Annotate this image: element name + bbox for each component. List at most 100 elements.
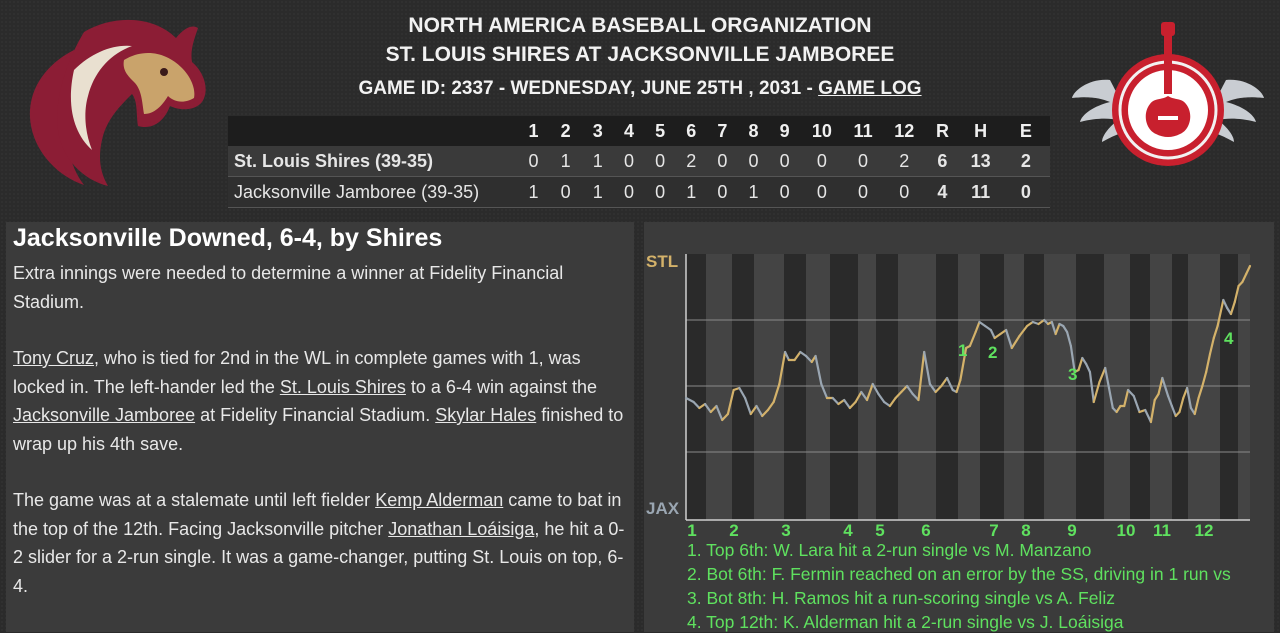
win-probability-segment [1025,320,1034,328]
play-note: 3. Bot 8th: H. Ramos hit a run-scoring s… [687,588,1115,608]
inning-score: 0 [528,150,539,171]
inning-header: 3 [592,120,603,141]
win-probability-segment [1201,370,1208,388]
win-probability-segment [721,412,730,422]
inning-header: 11 [853,120,873,141]
half-inning-band [1076,254,1104,520]
win-probability-segment [1222,298,1229,310]
half-inning-band [706,254,732,520]
play-note: 4. Top 12th: K. Alderman hit a 2-run sin… [687,612,1124,632]
win-probability-segment [978,320,987,328]
win-probability-segment [1233,284,1240,304]
win-probability-segment [1065,330,1072,348]
team-link[interactable]: Jacksonville Jamboree [13,405,196,425]
win-probability-segment [703,402,712,414]
win-probability-segment [1081,356,1088,366]
story-text: at Fidelity Financial Stadium. [195,405,436,425]
inning-axis-label: 12 [1195,521,1214,540]
win-probability-segment [1054,322,1061,336]
win-probability-segment [1005,328,1013,350]
team-name[interactable]: St. Louis Shires (39-35) [234,150,434,171]
win-probability-segment [900,384,909,394]
win-probability-segment [1170,404,1177,418]
half-inning-band [1238,254,1250,520]
game-log-link[interactable]: GAME LOG [818,78,922,99]
win-probability-segment [843,398,851,410]
inning-score: 0 [816,150,827,171]
inning-score: 1 [748,181,759,202]
errors-header: E [1019,120,1032,141]
half-inning-band [830,254,858,520]
inning-axis-label: 8 [1021,521,1030,540]
story-headline: Jacksonville Downed, 6-4, by Shires [13,224,443,252]
win-probability-segment [804,354,813,364]
play-note: 2. Bot 6th: F. Fermin reached on an erro… [687,564,1231,584]
player-link[interactable]: Skylar Hales [435,405,537,425]
win-probability-segment [945,376,954,392]
inning-score: 1 [528,181,539,202]
inning-score: 2 [899,150,910,171]
win-probability-segment [709,404,718,414]
win-probability-segment [1088,370,1095,404]
win-probability-segment [684,396,695,404]
win-probability-segment [1104,366,1111,390]
half-inning-band [876,254,898,520]
team-name[interactable]: Jacksonville Jamboree (39-35) [234,181,480,202]
inning-score: 2 [686,150,697,171]
half-inning-band [732,254,754,520]
inning-score: 1 [592,181,603,202]
win-probability-segment [940,376,949,388]
inning-axis-label: 5 [875,521,884,540]
win-probability-segment [772,382,781,404]
win-probability-segment [1010,334,1021,350]
win-probability-segment [1050,320,1057,336]
inning-score: 1 [592,150,603,171]
inning-score: 0 [858,181,869,202]
win-probability-segment [755,404,764,418]
story-paragraph: Tony Cruz, who is tied for 2nd in the WL… [13,344,634,458]
inning-header: 12 [894,120,915,141]
win-probability-segment [928,382,937,394]
inning-header: 7 [717,120,728,141]
horse-head-logo [14,10,206,190]
player-link[interactable]: Jonathan Loáisiga [388,518,535,539]
inning-axis-label: 10 [1117,521,1136,540]
player-link[interactable]: Tony Cruz [13,348,95,368]
hits-total: 11 [971,181,991,202]
player-link[interactable]: Kemp Alderman [375,490,504,510]
win-probability-segment [1212,324,1219,340]
win-probability-segment [1085,362,1092,374]
win-probability-segment [799,350,808,358]
win-probability-segment [766,400,775,412]
story-text: to a 6-4 win against the [405,376,598,397]
win-probability-segment [793,350,802,362]
linescore-header-row: 1 2 3 4 5 6 7 8 9 10 11 12 R H E [228,116,1050,146]
win-probability-segment [1153,392,1160,402]
win-probability-segment [1018,324,1029,338]
win-probability-segment [1161,376,1170,398]
win-probability-segment [955,378,962,394]
inning-score: 0 [816,181,827,202]
play-marker: 3 [1068,365,1077,384]
win-probability-segment [1216,298,1225,328]
inning-header: 2 [560,120,571,141]
win-probability-segment [778,350,787,386]
team-link[interactable]: St. Louis Shires [279,376,406,397]
half-inning-band [1130,254,1150,520]
half-inning-band [1004,254,1024,520]
inning-header: 1 [528,120,539,141]
inning-axis-label: 2 [729,521,738,540]
linescore-row-away: St. Louis Shires (39-35) 0 1 1 0 0 2 0 0… [228,146,1050,177]
win-probability-segment [1205,352,1212,374]
stl-axis-label: STL [646,252,678,271]
inning-axis-label: 6 [921,521,930,540]
hits-header: H [974,120,988,141]
half-inning-band [806,254,830,520]
inning-header: 4 [623,120,634,141]
win-probability-segment [934,384,943,394]
inning-score: 0 [779,181,790,202]
inning-axis-label: 1 [687,521,696,540]
game-info: GAME ID: 2337 - WEDNESDAY, JUNE 25TH , 2… [0,78,1280,100]
win-probability-segment [698,402,707,410]
